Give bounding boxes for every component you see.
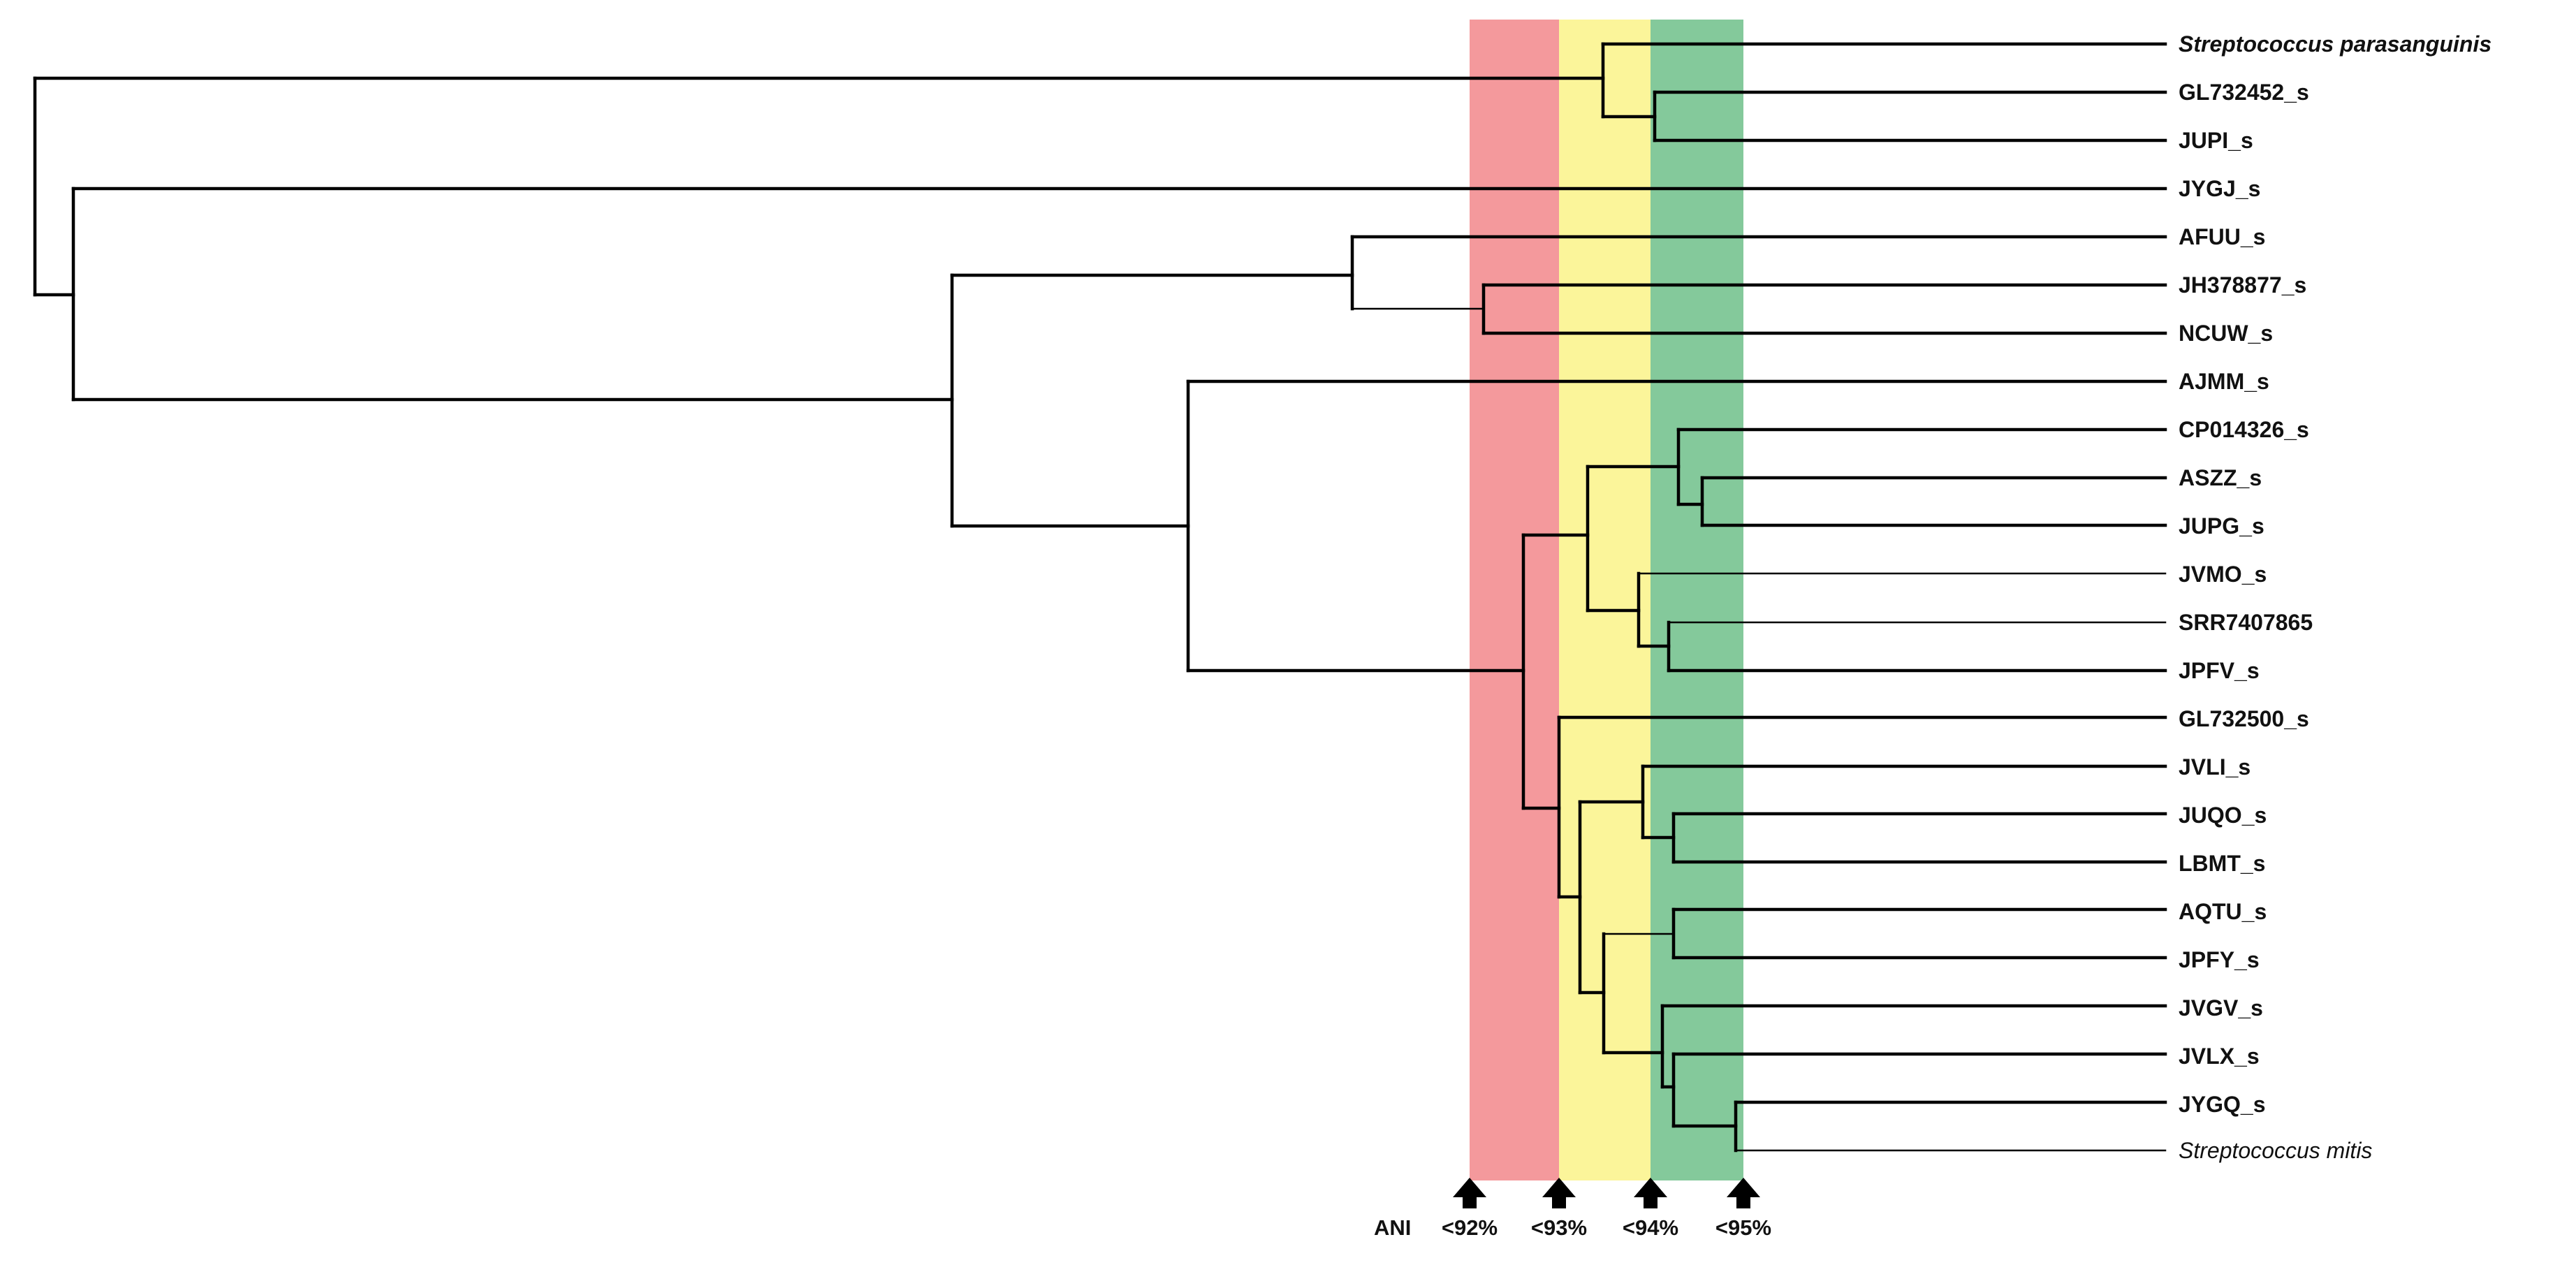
ani-threshold-label: <95% bbox=[1715, 1215, 1771, 1240]
tip-label: JPFV_s bbox=[2179, 658, 2260, 683]
up-arrow-icon bbox=[1634, 1178, 1667, 1208]
ani-band-94 bbox=[1651, 20, 1743, 1180]
tip-label: AJMM_s bbox=[2179, 369, 2269, 394]
tip-labels: Streptococcus parasanguinis GL732452_s J… bbox=[2179, 31, 2491, 1163]
tip-label: AFUU_s bbox=[2179, 224, 2265, 249]
tip-label: Streptococcus mitis bbox=[2179, 1138, 2372, 1163]
tip-label: JUPI_s bbox=[2179, 128, 2253, 153]
tip-label: JUPG_s bbox=[2179, 513, 2264, 539]
up-arrow-icon bbox=[1727, 1178, 1760, 1208]
tree-branches bbox=[33, 42, 2167, 1153]
tip-label: JH378877_s bbox=[2179, 272, 2306, 298]
ani-band-92 bbox=[1470, 20, 1559, 1180]
ani-threshold-label: <92% bbox=[1442, 1215, 1498, 1240]
up-arrow-icon bbox=[1542, 1178, 1576, 1208]
tip-label: ASZZ_s bbox=[2179, 465, 2262, 490]
ani-legend: ANI <92% <93% <94% <95% bbox=[1374, 1178, 1771, 1240]
tip-label: JPFY_s bbox=[2179, 947, 2260, 972]
ani-arrow-92: <92% bbox=[1442, 1178, 1498, 1240]
up-arrow-icon bbox=[1453, 1178, 1486, 1208]
tip-label: JVMO_s bbox=[2179, 562, 2267, 587]
tip-label: GL732500_s bbox=[2179, 706, 2309, 731]
tip-label: NCUW_s bbox=[2179, 321, 2273, 346]
tip-label: JUQO_s bbox=[2179, 803, 2267, 828]
tip-label: JYGJ_s bbox=[2179, 176, 2260, 201]
tip-label: GL732452_s bbox=[2179, 80, 2309, 105]
ani-label: ANI bbox=[1374, 1215, 1411, 1240]
ani-threshold-label: <93% bbox=[1531, 1215, 1587, 1240]
tip-label: JVLI_s bbox=[2179, 754, 2251, 780]
ani-arrow-94: <94% bbox=[1623, 1178, 1678, 1240]
tip-label: Streptococcus parasanguinis bbox=[2179, 31, 2491, 57]
ani-arrow-95: <95% bbox=[1715, 1178, 1771, 1240]
tip-label: CP014326_s bbox=[2179, 417, 2309, 442]
ani-bands bbox=[1470, 20, 1743, 1180]
tip-label: LBMT_s bbox=[2179, 851, 2265, 876]
tip-label: JVGV_s bbox=[2179, 995, 2263, 1021]
tip-label: JVLX_s bbox=[2179, 1044, 2260, 1069]
tip-label: AQTU_s bbox=[2179, 899, 2267, 924]
ani-threshold-label: <94% bbox=[1623, 1215, 1678, 1240]
tip-label: SRR7407865 bbox=[2179, 610, 2313, 635]
ani-arrow-93: <93% bbox=[1531, 1178, 1587, 1240]
tip-label: JYGQ_s bbox=[2179, 1092, 2266, 1117]
